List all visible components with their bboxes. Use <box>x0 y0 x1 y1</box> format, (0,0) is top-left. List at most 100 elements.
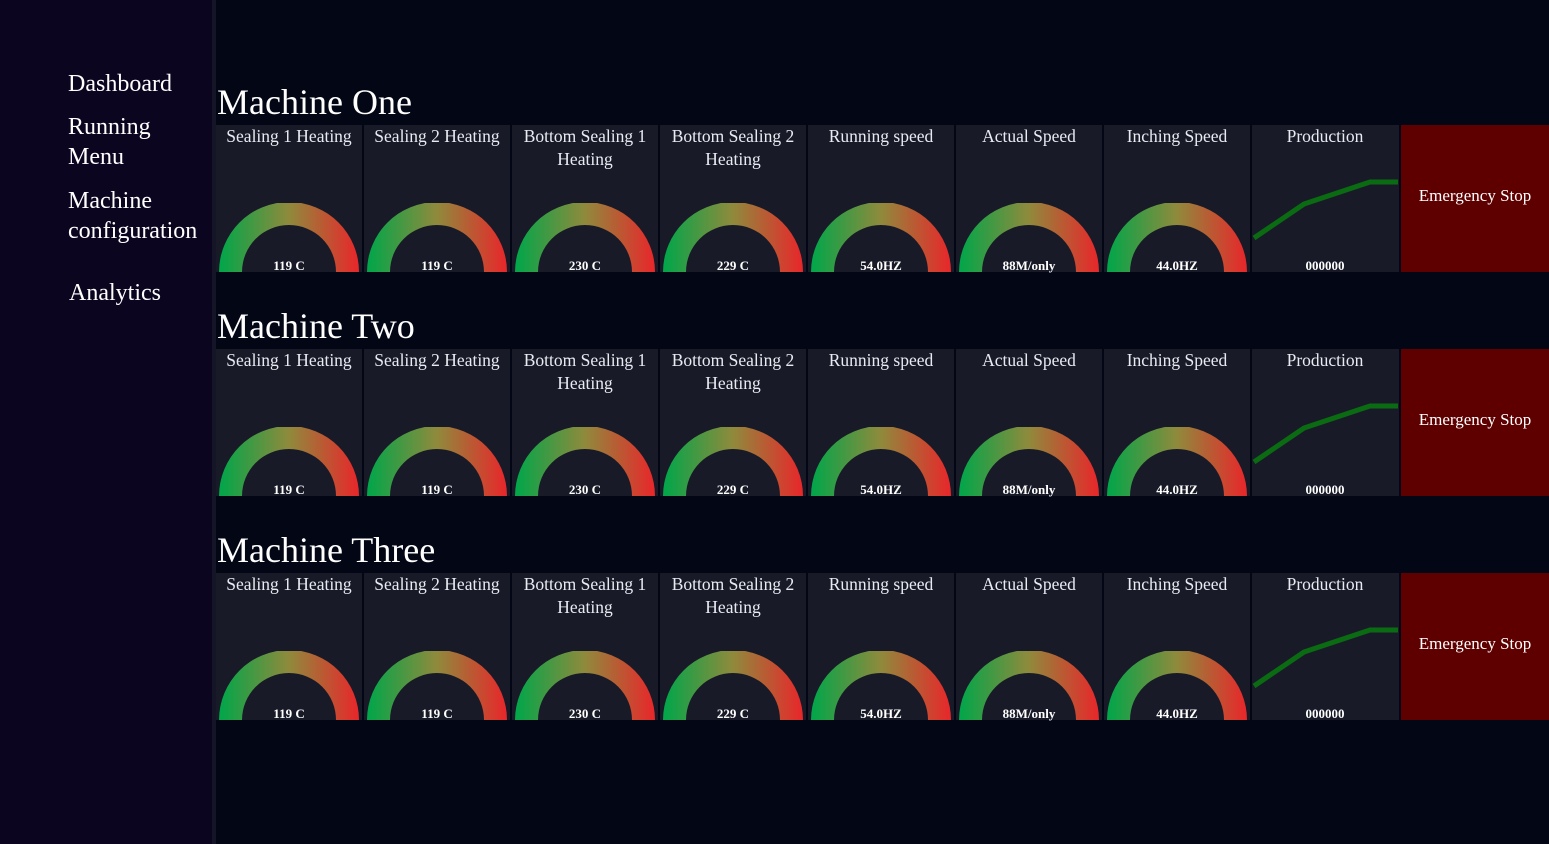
emergency-stop-button[interactable]: Emergency Stop <box>1401 349 1549 496</box>
gauge-fill <box>1107 427 1247 496</box>
gauge-panel-sealing-2-heating: Sealing 2 Heating 119 C <box>364 125 510 273</box>
gauge-arc <box>811 203 951 272</box>
gauge-value: 230 C <box>568 258 602 273</box>
gauge-arc <box>367 651 507 720</box>
gauge-value: 44.0HZ <box>1156 258 1198 273</box>
gauge-title: Inching Speed <box>1126 126 1228 146</box>
machine-row: Sealing 1 Heating 119 C Sealing 2 Heating 1… <box>216 125 1549 273</box>
gauge-panel-sealing-1-heating: Sealing 1 Heating 119 C <box>216 125 362 273</box>
gauge-value: 230 C <box>568 482 602 497</box>
emergency-stop-button[interactable]: Emergency Stop <box>1401 573 1549 720</box>
gauge-fill <box>959 427 1099 496</box>
emergency-stop-button[interactable]: Emergency Stop <box>1401 125 1549 272</box>
gauge-title: Inching Speed <box>1126 350 1228 370</box>
gauge-arc <box>959 427 1099 496</box>
machine-row: Sealing 1 Heating 119 C Sealing 2 Heating 1… <box>216 573 1549 721</box>
gauge-arc <box>367 427 507 496</box>
gauge-arc <box>663 203 803 272</box>
gauge-value: 88M/only <box>1002 258 1056 273</box>
gauge-title: Bottom Sealing 1 Heating <box>523 574 647 617</box>
gauge-arc <box>1107 427 1247 496</box>
gauge-arc <box>811 651 951 720</box>
gauge-arc <box>515 651 655 720</box>
production-line <box>1252 403 1398 465</box>
gauge-fill <box>219 427 359 496</box>
gauge-value: 54.0HZ <box>860 706 902 721</box>
gauge-title: Bottom Sealing 1 Heating <box>523 350 647 393</box>
gauge-fill <box>811 651 951 720</box>
gauge-panel-inching-speed: Inching Speed 44.0HZ <box>1104 125 1250 273</box>
gauge-panel-bottom-sealing-2-heating: Bottom Sealing 2 Heating 229 C <box>660 349 806 497</box>
gauge-title: Sealing 2 Heating <box>374 126 500 146</box>
machine-title: Machine One <box>217 82 412 122</box>
gauge-panel-bottom-sealing-1-heating: Bottom Sealing 1 Heating 230 C <box>512 349 658 497</box>
gauge-value: 54.0HZ <box>860 482 902 497</box>
gauge-arc <box>219 427 359 496</box>
gauge-fill <box>515 651 655 720</box>
gauge-panel-sealing-2-heating: Sealing 2 Heating 119 C <box>364 573 510 721</box>
gauge-fill <box>663 203 803 272</box>
gauge-fill <box>811 203 951 272</box>
gauge-fill <box>219 651 359 720</box>
gauge-title: Bottom Sealing 2 Heating <box>671 126 795 169</box>
gauge-value: 229 C <box>716 482 750 497</box>
nav-dashboard[interactable]: Dashboard <box>68 71 172 97</box>
gauge-value: 229 C <box>716 258 750 273</box>
gauge-title: Actual Speed <box>982 350 1076 370</box>
gauge-value: 88M/only <box>1002 482 1056 497</box>
gauge-title: Sealing 1 Heating <box>226 350 352 370</box>
gauge-fill <box>1107 651 1247 720</box>
gauge-arc <box>367 203 507 272</box>
gauge-panel-sealing-2-heating: Sealing 2 Heating 119 C <box>364 349 510 497</box>
gauge-title: Running speed <box>828 350 934 370</box>
production-title: Production <box>1286 126 1364 146</box>
gauge-fill <box>959 651 1099 720</box>
gauge-arc <box>663 651 803 720</box>
gauge-arc <box>515 427 655 496</box>
gauge-arc <box>959 203 1099 272</box>
machine-title: Machine Three <box>217 530 436 570</box>
gauge-fill <box>367 427 507 496</box>
gauge-title: Running speed <box>828 126 934 146</box>
gauge-value: 119 C <box>421 706 453 721</box>
gauge-title: Actual Speed <box>982 126 1076 146</box>
gauge-value: 119 C <box>273 258 305 273</box>
nav-running-menu[interactable]: Running Menu <box>68 114 151 170</box>
gauge-title: Bottom Sealing 2 Heating <box>671 574 795 617</box>
gauge-fill <box>1107 203 1247 272</box>
production-line <box>1252 627 1398 689</box>
gauge-title: Sealing 2 Heating <box>374 574 500 594</box>
production-value: 000000 <box>1305 258 1345 273</box>
nav-machine-configuration[interactable]: Machine configuration <box>68 188 198 244</box>
gauge-value: 54.0HZ <box>860 258 902 273</box>
gauge-value: 230 C <box>568 706 602 721</box>
gauge-panel-sealing-1-heating: Sealing 1 Heating 119 C <box>216 573 362 721</box>
gauge-arc <box>1107 203 1247 272</box>
gauge-title: Bottom Sealing 1 Heating <box>523 126 647 169</box>
gauge-arc <box>1107 651 1247 720</box>
production-trend-line <box>1252 403 1398 465</box>
gauge-title: Running speed <box>828 574 934 594</box>
gauge-value: 229 C <box>716 706 750 721</box>
gauge-arc <box>219 203 359 272</box>
sidebar: Dashboard Running Menu Machine configura… <box>0 0 216 844</box>
gauge-arc <box>959 651 1099 720</box>
gauge-title: Sealing 1 Heating <box>226 574 352 594</box>
gauge-fill <box>663 427 803 496</box>
nav-analytics[interactable]: Analytics <box>69 280 161 306</box>
gauge-panel-inching-speed: Inching Speed 44.0HZ <box>1104 573 1250 721</box>
gauge-value: 88M/only <box>1002 706 1056 721</box>
gauge-value: 119 C <box>273 482 305 497</box>
gauge-value: 119 C <box>273 706 305 721</box>
production-trend-line <box>1252 179 1398 241</box>
gauge-value: 119 C <box>421 482 453 497</box>
gauge-panel-bottom-sealing-1-heating: Bottom Sealing 1 Heating 230 C <box>512 125 658 273</box>
gauge-value: 44.0HZ <box>1156 706 1198 721</box>
gauge-panel-actual-speed: Actual Speed 88M/only <box>956 349 1102 497</box>
production-panel: Production 000000 <box>1252 349 1399 497</box>
gauge-panel-inching-speed: Inching Speed 44.0HZ <box>1104 349 1250 497</box>
gauge-arc <box>219 651 359 720</box>
production-value: 000000 <box>1305 482 1345 497</box>
production-trend-line <box>1252 627 1398 689</box>
gauge-panel-running-speed: Running speed 54.0HZ <box>808 349 954 497</box>
